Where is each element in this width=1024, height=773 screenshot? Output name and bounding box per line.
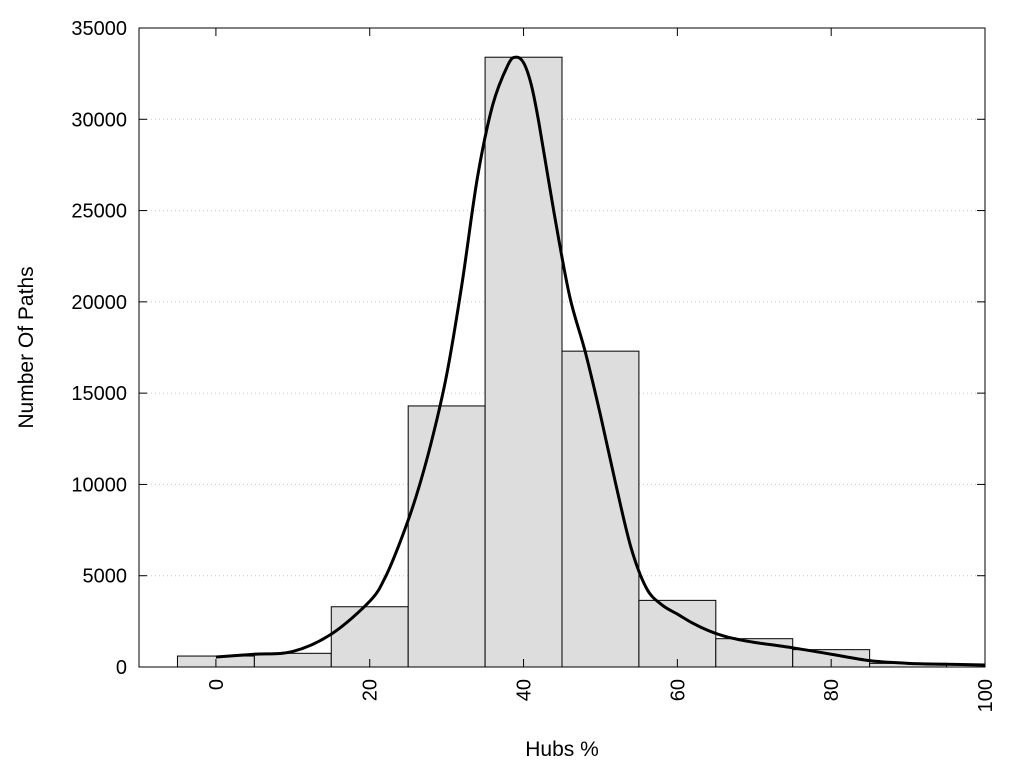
density-curve — [215, 55, 986, 667]
x-tick-label-1: 20 — [360, 679, 382, 701]
y-tick-label-0: 0 — [116, 657, 127, 679]
y-axis-label: Number Of Paths — [15, 266, 38, 428]
histogram-bar-4 — [484, 56, 563, 668]
histogram-bar-6 — [638, 599, 717, 668]
x-tick-label-4: 80 — [821, 679, 843, 701]
x-tick-label-3: 60 — [667, 679, 689, 701]
x-tick-label-2: 40 — [514, 679, 536, 701]
y-tick-label-4: 20000 — [71, 292, 127, 314]
y-tick-label-3: 15000 — [71, 383, 127, 405]
x-axis-label: Hubs % — [525, 738, 599, 761]
y-tick-label-6: 30000 — [71, 109, 127, 131]
histogram-bars — [176, 56, 948, 668]
grid-lines — [139, 118, 985, 577]
x-axis-ticks: 0 20 40 60 80 100 — [206, 28, 997, 712]
histogram-bar-3 — [407, 405, 486, 668]
plot-frame — [138, 27, 986, 668]
y-tick-label-2: 10000 — [71, 474, 127, 496]
y-tick-label-7: 35000 — [71, 18, 127, 40]
histogram-bar-5 — [561, 350, 640, 668]
histogram-bar-2 — [330, 606, 409, 668]
density-curve-layer — [215, 55, 986, 667]
y-tick-label-1: 5000 — [83, 566, 128, 588]
y-tick-label-5: 25000 — [71, 201, 127, 223]
x-tick-label-5: 100 — [975, 679, 997, 712]
y-axis-ticks: 0 5000 10000 15000 20000 25000 30000 35000 — [71, 18, 985, 679]
x-tick-label-0: 0 — [206, 679, 228, 690]
